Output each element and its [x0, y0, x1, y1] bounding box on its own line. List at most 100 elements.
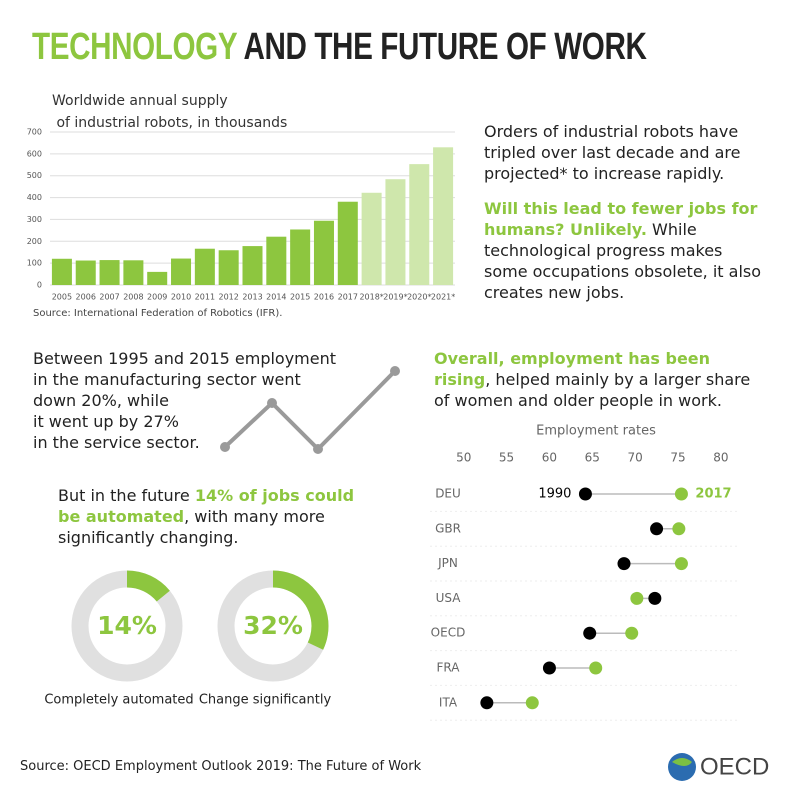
bar — [266, 236, 287, 285]
bar — [385, 179, 406, 285]
bar — [147, 271, 168, 285]
legend-label: 2017 — [695, 487, 731, 502]
x-tick-label: 75 — [670, 451, 685, 465]
x-tick-label: 2008 — [123, 293, 143, 302]
dot — [583, 626, 597, 640]
sector-text: Between 1995 and 2015 employment in the … — [33, 348, 336, 453]
x-tick-label: 2007 — [99, 293, 119, 302]
trend-dot — [313, 444, 323, 454]
x-tick-label: 2009 — [147, 293, 167, 302]
title-highlight: TECHNOLOGY — [32, 26, 237, 68]
bar — [337, 201, 358, 285]
bar — [242, 246, 263, 285]
dot — [589, 661, 603, 675]
legend-label: 1990 — [538, 487, 571, 502]
chart-title: Employment rates — [536, 424, 656, 439]
x-tick-label: 2012 — [218, 293, 238, 302]
employment-rest: , helped mainly by a larger share of wom… — [434, 370, 751, 410]
x-tick-label: 60 — [542, 451, 557, 465]
x-tick-label: 2017 — [338, 293, 358, 302]
x-tick-label: 2014 — [266, 293, 286, 302]
bar — [123, 260, 144, 285]
bar — [290, 229, 311, 285]
y-tick-label: GBR — [435, 521, 461, 535]
sector-line: down 20%, while — [33, 391, 169, 410]
y-tick-label: 200 — [27, 237, 42, 246]
y-tick-label: 600 — [27, 149, 42, 158]
y-tick-label: 400 — [27, 193, 42, 202]
y-tick-label: 700 — [27, 128, 42, 137]
x-tick-label: 50 — [456, 451, 471, 465]
y-tick-label: ITA — [439, 695, 458, 709]
bar — [313, 220, 334, 285]
trend-dot — [390, 366, 400, 376]
y-tick-label: 100 — [27, 259, 42, 268]
automation-text: But in the future 14% of jobs could be a… — [58, 485, 363, 548]
x-tick-label: 2006 — [76, 293, 96, 302]
x-tick-label: 2019* — [383, 293, 407, 302]
donut-value-label: 32% — [243, 611, 303, 640]
donut-caption: Change significantly — [199, 693, 332, 708]
y-tick-label: 300 — [27, 215, 42, 224]
title-rest: AND THE FUTURE OF WORK — [243, 26, 647, 68]
x-tick-label: 2016 — [314, 293, 334, 302]
robots-text: Orders of industrial robots have tripled… — [484, 121, 769, 303]
bar — [171, 258, 192, 285]
donut-caption: Completely automated — [44, 693, 193, 708]
dot — [648, 591, 662, 605]
logo-globe — [668, 753, 696, 781]
y-tick-label: USA — [436, 591, 462, 605]
bar — [218, 250, 239, 285]
donut-segment — [217, 570, 329, 682]
robots-intro: Orders of industrial robots have tripled… — [484, 122, 741, 183]
automation-highlight: 14% of jobs could be automated — [58, 486, 355, 526]
x-tick-label: 2011 — [195, 293, 215, 302]
dot — [625, 626, 639, 640]
automation-before: But in the future — [58, 486, 195, 505]
dot — [542, 661, 556, 675]
sector-line: it went up by 27% — [33, 412, 179, 431]
page-title: TECHNOLOGY AND THE FUTURE OF WORK — [32, 26, 647, 69]
chart-title: Worldwide annual supply of industrial ro… — [52, 93, 287, 131]
x-tick-label: 2020* — [407, 293, 431, 302]
dot — [617, 557, 631, 571]
x-tick-label: 55 — [499, 451, 514, 465]
sector-line: in the manufacturing sector went — [33, 370, 301, 389]
bar — [433, 147, 454, 285]
source: Source: OECD Employment Outlook 2019: Th… — [20, 759, 422, 774]
automation-after: , with many more significantly changing. — [58, 507, 325, 547]
trend-illustration — [223, 369, 397, 452]
y-tick-label: FRA — [437, 661, 461, 675]
employment-text: Overall, employment has been rising, hel… — [434, 348, 764, 411]
x-tick-label: 70 — [628, 451, 643, 465]
logo-land — [672, 758, 692, 766]
bar — [409, 164, 430, 285]
chart-source: Source: International Federation of Robo… — [33, 308, 282, 319]
x-tick-label: 2010 — [171, 293, 191, 302]
dot — [650, 522, 664, 536]
bar — [99, 260, 120, 285]
donut-value-label: 14% — [97, 611, 157, 640]
logo-text: OECD — [700, 753, 769, 780]
oecd-logo: OECD — [668, 753, 769, 781]
bar — [51, 258, 72, 285]
y-tick-label: 0 — [37, 281, 42, 290]
y-tick-label: JPN — [437, 556, 458, 570]
sector-line: Between 1995 and 2015 employment — [33, 349, 337, 368]
y-tick-label: DEU — [435, 487, 461, 501]
trend-dot — [267, 398, 277, 408]
dot — [630, 591, 644, 605]
x-tick-label: 2015 — [290, 293, 310, 302]
y-tick-label: OECD — [431, 626, 466, 640]
dot — [480, 696, 494, 710]
x-tick-label: 65 — [585, 451, 600, 465]
x-tick-label: 2018* — [359, 293, 383, 302]
dot — [525, 696, 539, 710]
bar — [75, 260, 96, 285]
robots-rest: While technological progress makes some … — [484, 220, 762, 302]
bar — [361, 192, 382, 285]
donut-segment — [71, 570, 183, 682]
x-tick-label: 80 — [713, 451, 728, 465]
sector-line: in the service sector. — [33, 433, 200, 452]
